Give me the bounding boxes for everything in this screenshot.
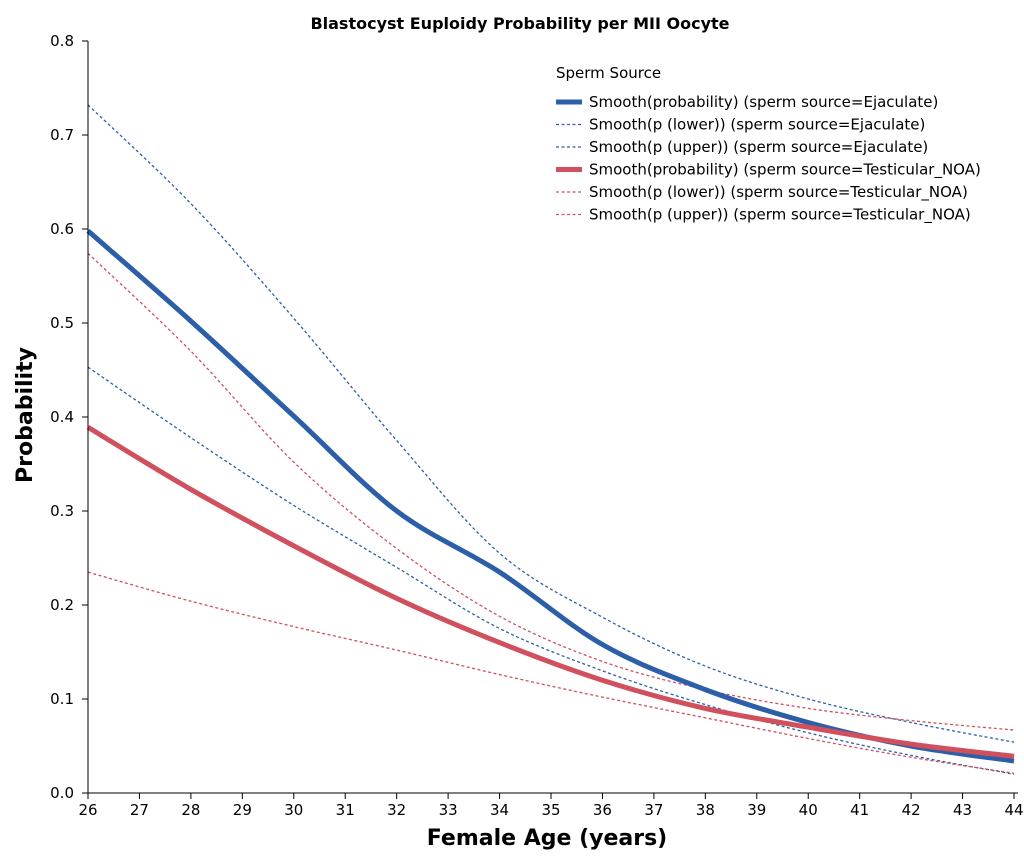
x-tick-label: 32 <box>387 801 406 819</box>
series-line-3 <box>87 104 1015 743</box>
series-line-4 <box>86 425 1015 759</box>
x-tick-label: 40 <box>799 801 818 819</box>
x-tick-label: 26 <box>78 801 97 819</box>
y-tick-label: 0.6 <box>50 220 74 238</box>
y-tick-label: 0.4 <box>50 408 74 426</box>
y-axis-title: Probability <box>13 347 38 483</box>
legend-label: Smooth(p (lower)) (sperm source=Testicul… <box>589 183 968 202</box>
y-tick-label: 0.3 <box>50 502 74 520</box>
x-tick-label: 28 <box>181 801 200 819</box>
x-tick-label: 36 <box>593 801 612 819</box>
x-tick-label: 42 <box>902 801 921 819</box>
axes: 0.0 0.1 0.2 0.3 0.4 0.5 0.6 0.7 0.8 26 27 28 29 30 31 3… <box>50 32 1023 819</box>
y-tick-label: 0.0 <box>50 784 74 802</box>
legend-label: Smooth(probability) (sperm source=Testic… <box>589 161 981 180</box>
legend-label: Smooth(p (upper)) (sperm source=Testicul… <box>589 206 971 225</box>
x-tick-label: 27 <box>130 801 149 819</box>
x-tick-label: 37 <box>644 801 663 819</box>
plot-area <box>86 104 1015 775</box>
x-tick-label: 39 <box>747 801 766 819</box>
x-tick-label: 38 <box>696 801 715 819</box>
legend: Sperm Source Smooth(probability) (sperm … <box>556 64 981 225</box>
series-line-5 <box>87 571 1015 774</box>
x-tick-label: 41 <box>850 801 869 819</box>
series-line-6 <box>87 252 1015 731</box>
series-line-2 <box>87 366 1015 775</box>
y-tick-label: 0.8 <box>50 32 74 50</box>
x-tick-label: 44 <box>1004 801 1023 819</box>
legend-title: Sperm Source <box>556 64 661 82</box>
legend-label: Smooth(p (upper)) (sperm source=Ejaculat… <box>589 138 928 156</box>
y-tick-label: 0.2 <box>50 596 74 614</box>
x-tick-label: 43 <box>953 801 972 819</box>
y-tick-label: 0.1 <box>50 690 74 708</box>
y-tick-label: 0.5 <box>50 314 74 332</box>
x-tick-label: 33 <box>439 801 458 819</box>
x-tick-label: 29 <box>233 801 252 819</box>
x-axis-title: Female Age (years) <box>427 826 667 851</box>
x-tick-label: 34 <box>490 801 509 819</box>
legend-label: Smooth(p (lower)) (sperm source=Ejaculat… <box>589 116 925 134</box>
legend-label: Smooth(probability) (sperm source=Ejacul… <box>589 93 938 111</box>
x-tick-label: 35 <box>541 801 560 819</box>
y-tick-label: 0.7 <box>50 126 74 144</box>
chart-title: Blastocyst Euploidy Probability per MII … <box>310 14 729 33</box>
x-tick-label: 31 <box>336 801 355 819</box>
x-tick-label: 30 <box>284 801 303 819</box>
